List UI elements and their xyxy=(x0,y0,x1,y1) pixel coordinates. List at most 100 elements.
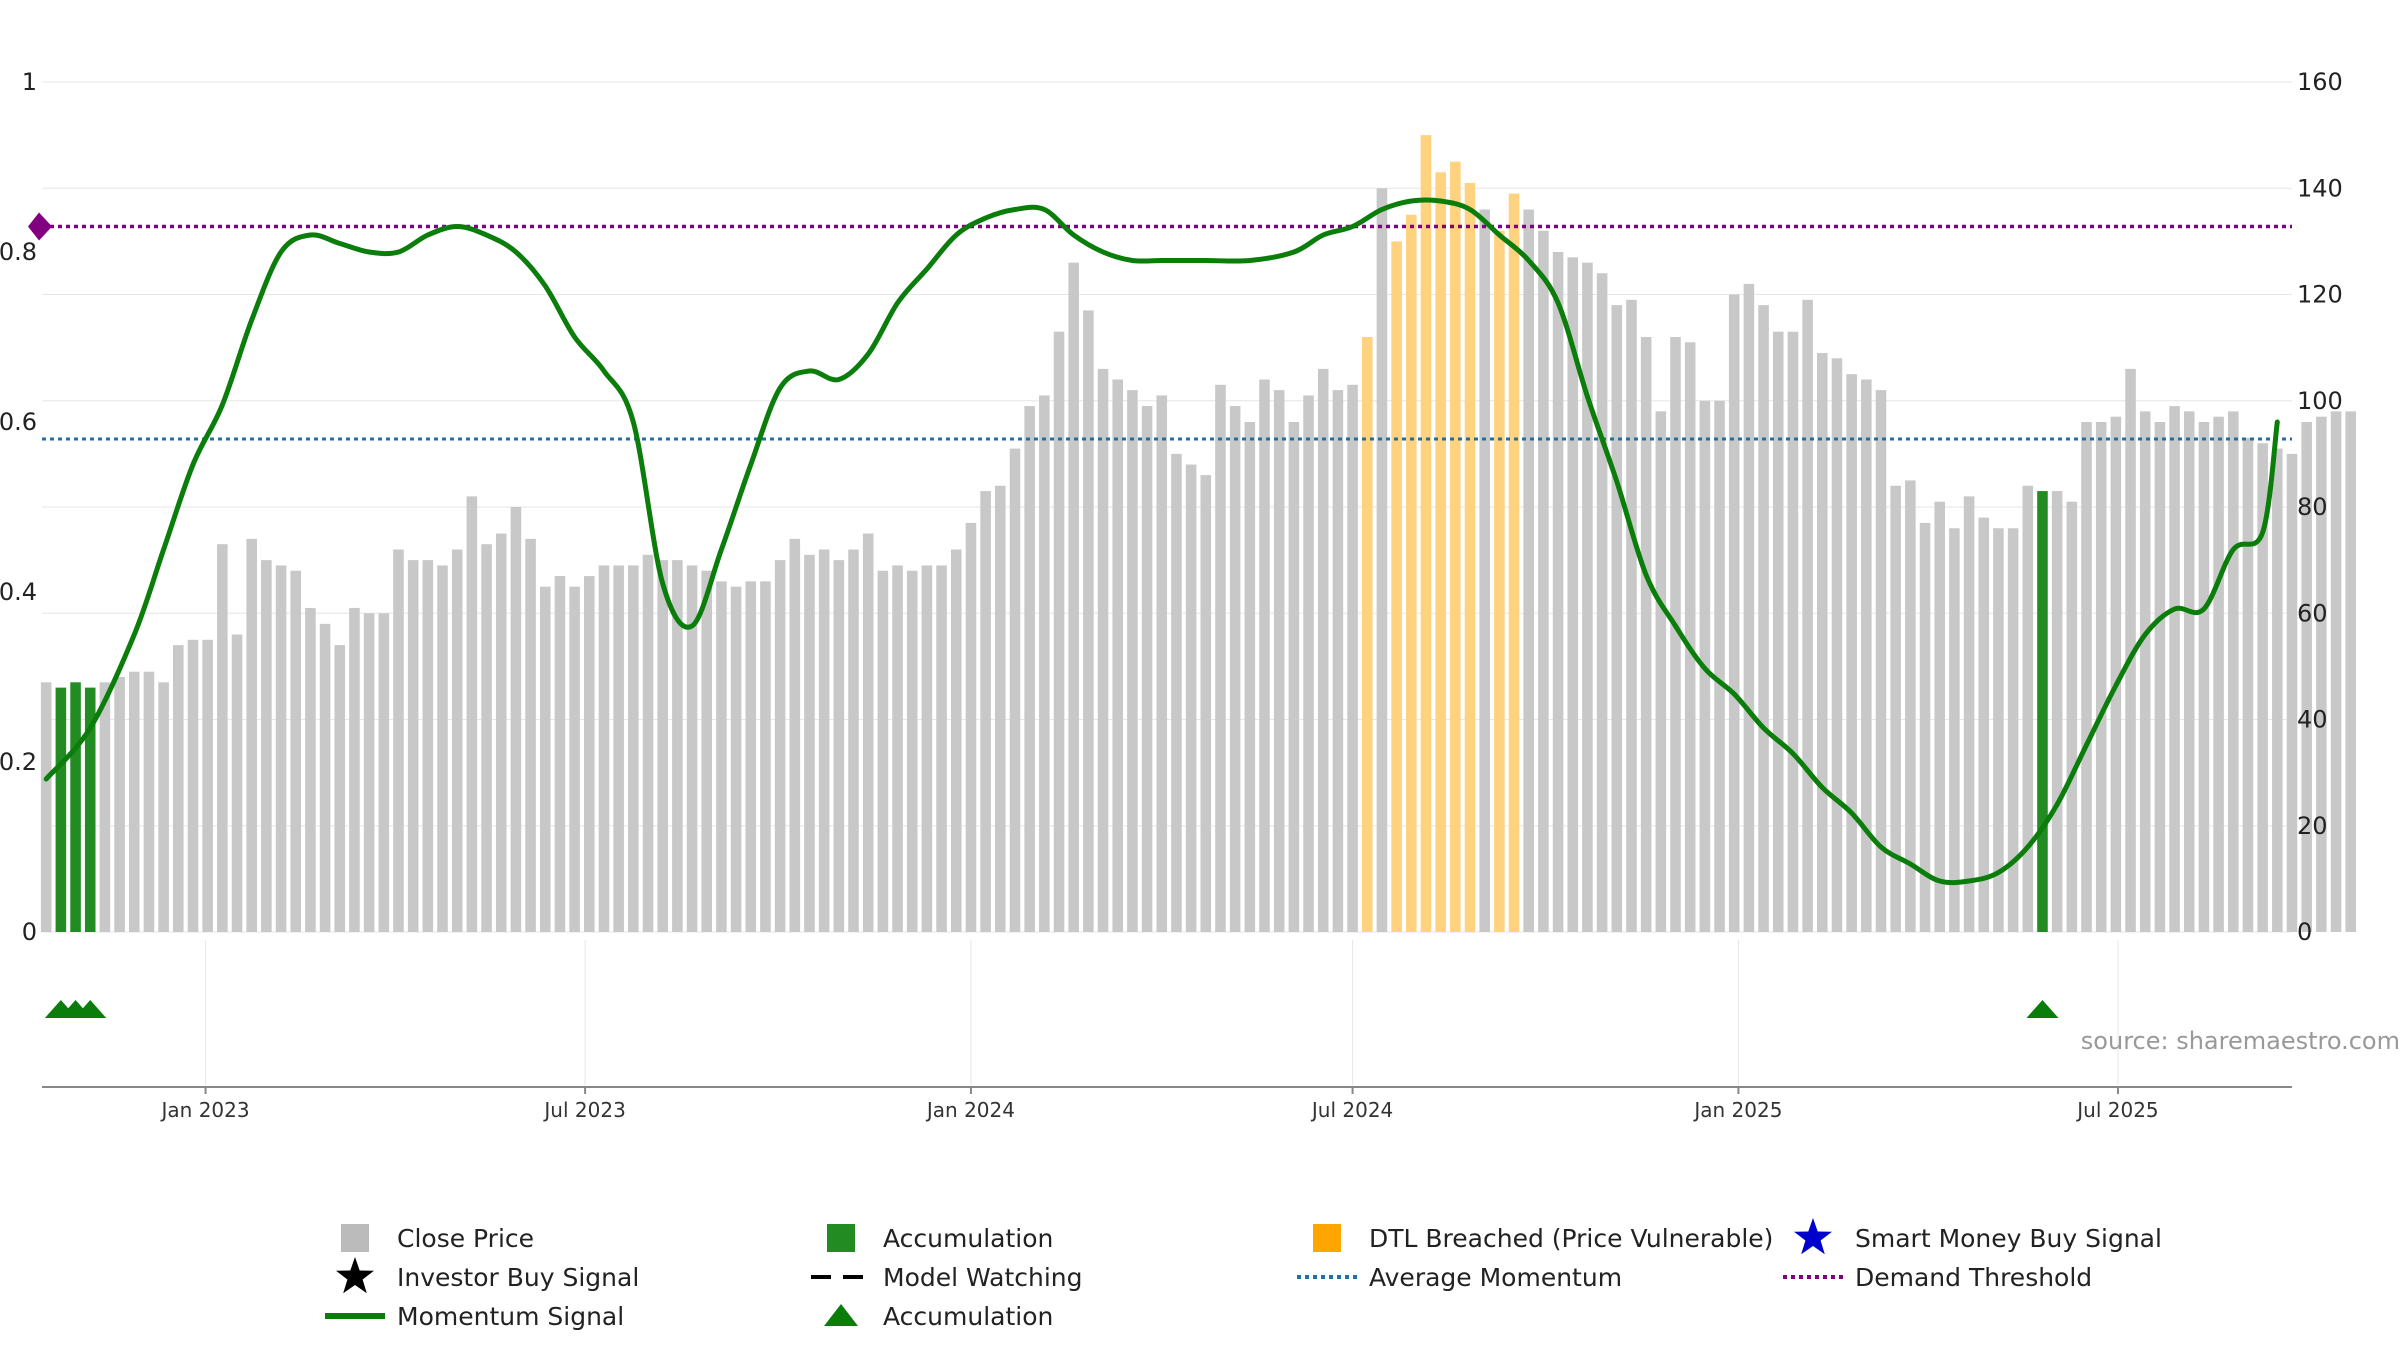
momentum-signal-line xyxy=(43,197,2280,886)
close-price-bar xyxy=(950,549,962,932)
right-axis-tick-label: 20 xyxy=(2297,812,2328,840)
close-price-bar xyxy=(319,623,331,932)
legend-swatch xyxy=(341,1224,369,1252)
close-price-bar xyxy=(173,645,184,932)
close-price-bar xyxy=(877,570,889,932)
legend-item-dtl: DTL Breached (Price Vulnerable) xyxy=(1313,1224,1773,1253)
dtl-breached-bar xyxy=(1464,182,1476,932)
close-price-bar xyxy=(1053,331,1065,932)
legend-triangle-icon xyxy=(824,1304,858,1326)
close-price-bar xyxy=(1963,496,1975,932)
legend-label: Average Momentum xyxy=(1369,1263,1622,1292)
close-price-bar xyxy=(965,522,977,932)
close-price-bar xyxy=(2081,422,2092,932)
close-price-bar xyxy=(1552,252,1564,932)
close-price-bar xyxy=(1670,337,1681,932)
close-price-bar xyxy=(701,570,713,932)
close-price-bar xyxy=(1655,411,1667,932)
close-price-bar xyxy=(2330,411,2342,932)
close-price-bar xyxy=(1772,331,1784,932)
right-axis-tick-label: 120 xyxy=(2297,281,2343,309)
left-axis-tick-label: 0 xyxy=(22,918,37,946)
close-price-bar xyxy=(275,565,287,932)
close-price-bar xyxy=(143,671,155,932)
close-price-bar xyxy=(1259,379,1270,932)
close-price-bar xyxy=(1582,262,1593,932)
close-price-bar xyxy=(1861,379,1872,932)
close-price-bar xyxy=(2228,411,2239,932)
close-price-bar xyxy=(407,560,419,932)
close-price-bar xyxy=(217,544,228,932)
close-price-bar xyxy=(1171,453,1182,932)
close-price-bar xyxy=(1200,475,1212,932)
legend-label: Investor Buy Signal xyxy=(397,1263,639,1292)
close-price-bar xyxy=(1919,522,1931,932)
close-price-bar xyxy=(1244,422,1256,932)
dtl-breached-bar xyxy=(1450,161,1461,932)
close-price-bar xyxy=(1684,342,1696,932)
close-price-bar xyxy=(1802,299,1813,932)
close-price-bar xyxy=(495,533,507,932)
close-price-bar xyxy=(2051,491,2063,932)
close-price-bar xyxy=(1024,406,1035,932)
close-price-bar xyxy=(1787,331,1799,932)
close-price-bar xyxy=(1846,374,1857,932)
close-price-bar xyxy=(349,607,360,932)
right-axis-tick-label: 100 xyxy=(2297,387,2343,415)
close-price-bar xyxy=(539,586,551,932)
close-price-bar xyxy=(1068,262,1079,932)
close-price-bar xyxy=(1523,209,1535,932)
close-price-bar xyxy=(745,581,757,932)
close-price-bar xyxy=(2095,422,2107,932)
dtl-breached-bar xyxy=(1420,135,1432,932)
demand-threshold-marker xyxy=(28,212,52,241)
close-price-bar xyxy=(1905,480,1916,932)
close-price-bar xyxy=(525,538,536,932)
close-price-bar xyxy=(187,639,199,932)
close-price-bar xyxy=(1640,337,1652,932)
dtl-breached-bar xyxy=(1391,241,1402,932)
x-axis-tick-label: Jul 2025 xyxy=(2075,1098,2158,1122)
close-price-bar xyxy=(1303,395,1314,932)
close-price-bar xyxy=(1332,390,1344,932)
close-price-bar xyxy=(642,554,654,932)
x-axis-tick-label: Jan 2024 xyxy=(925,1098,1015,1122)
close-price-bar xyxy=(1479,209,1490,932)
right-axis-tick-label: 140 xyxy=(2297,174,2343,202)
close-price-bar xyxy=(422,560,434,932)
close-price-bar xyxy=(1273,390,1285,932)
close-price-bar xyxy=(261,560,272,932)
close-price-bar xyxy=(2110,416,2122,932)
left-axis-tick-label: 0.6 xyxy=(0,408,37,436)
accumulation-triangle-marker xyxy=(74,1000,107,1018)
momentum-lines xyxy=(28,197,2292,886)
legend-label: Accumulation xyxy=(883,1302,1053,1331)
close-price-bar xyxy=(246,538,257,932)
x-axis-tick-label: Jan 2023 xyxy=(160,1098,250,1122)
close-price-bar xyxy=(2286,453,2298,932)
dtl-breached-bar xyxy=(1494,230,1505,932)
close-price-bar xyxy=(2022,485,2034,932)
close-price-bar xyxy=(363,613,375,932)
close-price-bar xyxy=(716,581,727,932)
left-axis-tick-label: 0.2 xyxy=(0,748,37,776)
right-axis-tick-label: 60 xyxy=(2297,599,2328,627)
close-price-bar xyxy=(1743,283,1755,932)
close-price-bar xyxy=(1317,368,1329,932)
close-price-bar xyxy=(1376,188,1388,932)
dtl-breached-bar xyxy=(1435,172,1446,932)
legend-label: Smart Money Buy Signal xyxy=(1855,1224,2162,1253)
close-price-bar xyxy=(1185,464,1197,932)
close-price-bar xyxy=(466,496,478,932)
close-price-bar xyxy=(2169,406,2180,932)
legend-item-smart: Smart Money Buy Signal xyxy=(1794,1218,2162,1255)
close-price-bar xyxy=(290,570,302,932)
close-price-bar xyxy=(1538,230,1549,932)
close-price-bar xyxy=(1934,501,1946,932)
close-price-bar xyxy=(1714,400,1725,932)
x-axis-tick-label: Jul 2024 xyxy=(1310,1098,1393,1122)
close-price-bar xyxy=(1875,390,1887,932)
legend-label: DTL Breached (Price Vulnerable) xyxy=(1369,1224,1773,1253)
close-price-bar xyxy=(40,682,52,932)
